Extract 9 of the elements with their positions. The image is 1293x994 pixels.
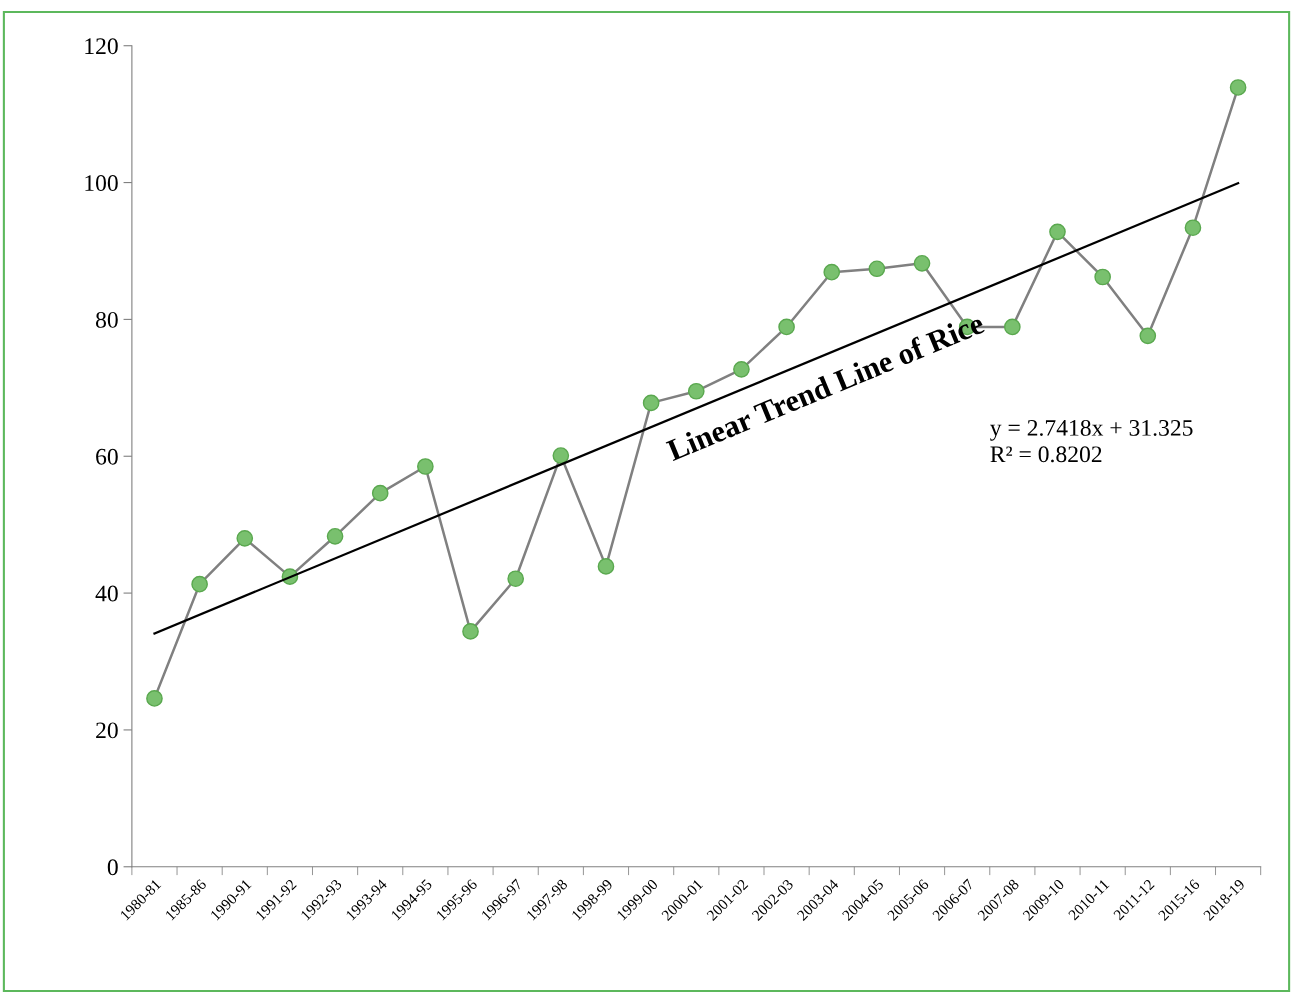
annotation: y = 2.7418x + 31.325 R² = 0.8202 — [990, 419, 1193, 463]
y-tick-label: 100 — [85, 175, 118, 191]
y-tick-label: 40 — [95, 585, 118, 602]
y-tick-label: 20 — [96, 722, 118, 739]
y-tick-label: 120 — [85, 38, 118, 55]
y-tick-label: 0 — [107, 859, 118, 876]
y-tick-label: 80 — [95, 311, 118, 328]
annotation: Linear Trend Line of Rice — [665, 311, 986, 462]
y-tick-label: 60 — [96, 448, 118, 465]
